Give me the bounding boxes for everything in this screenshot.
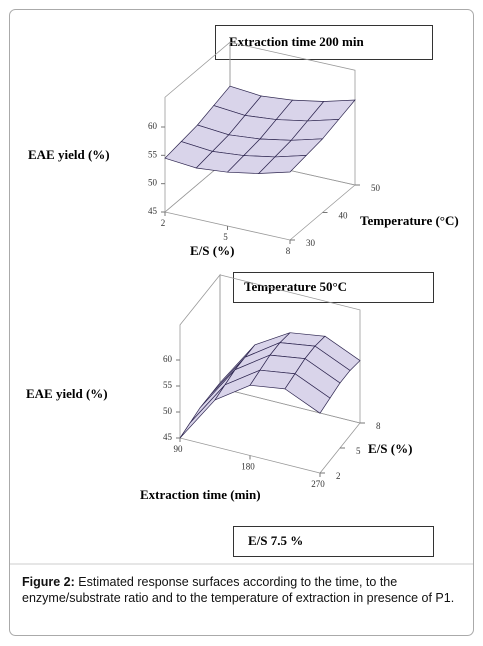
x-tick-label: 2 [161, 218, 166, 228]
y-tick-label: 30 [306, 238, 316, 248]
y-tick-label: 5 [356, 446, 361, 456]
y-tick-label: 40 [339, 211, 349, 221]
z-tick-label: 50 [148, 178, 158, 188]
x-tick-label: 8 [286, 246, 291, 256]
caption-text: Estimated response surfaces according to… [22, 575, 455, 605]
z-tick-label: 55 [163, 380, 173, 390]
x-tick-label: 180 [241, 462, 255, 472]
frame [9, 9, 474, 636]
surface-cell [284, 373, 331, 414]
back-wall [229, 41, 356, 186]
surface-cell [257, 155, 308, 174]
surface-cell [189, 369, 236, 424]
x-axis-label: E/S (%) [190, 243, 234, 258]
caption: Figure 2: Estimated response surfaces ac… [22, 574, 462, 606]
caption-label: Figure 2: [22, 575, 75, 589]
x-tick-label: 5 [223, 232, 228, 242]
title-box [215, 25, 433, 60]
z-axis-label: EAE yield (%) [26, 386, 108, 401]
z-tick-label: 50 [163, 406, 173, 416]
z-tick-label: 60 [163, 354, 173, 364]
x-axis-label: Extraction time (min) [140, 487, 261, 502]
z-tick-label: 45 [163, 432, 173, 442]
z-tick-label: 60 [148, 121, 158, 131]
y-axis-label: E/S (%) [368, 441, 412, 456]
x-tick-label: 270 [311, 479, 325, 489]
y-tick-label: 2 [336, 471, 341, 481]
chart-title: Temperature 50°C [244, 279, 347, 294]
chart-title: E/S 7.5 % [248, 533, 303, 548]
z-tick-label: 55 [148, 149, 158, 159]
y-axis-label: Temperature (°C) [360, 213, 459, 228]
y-tick-label: 8 [376, 421, 381, 431]
title-box [233, 272, 434, 303]
chart-title: Extraction time 200 min [229, 34, 364, 49]
title-box [233, 526, 434, 557]
surface-cell [179, 384, 226, 439]
z-axis-label: EAE yield (%) [28, 147, 110, 162]
back-wall [219, 274, 361, 424]
y-tick-label: 50 [371, 183, 381, 193]
x-tick-label: 90 [174, 444, 184, 454]
z-tick-label: 45 [148, 206, 158, 216]
